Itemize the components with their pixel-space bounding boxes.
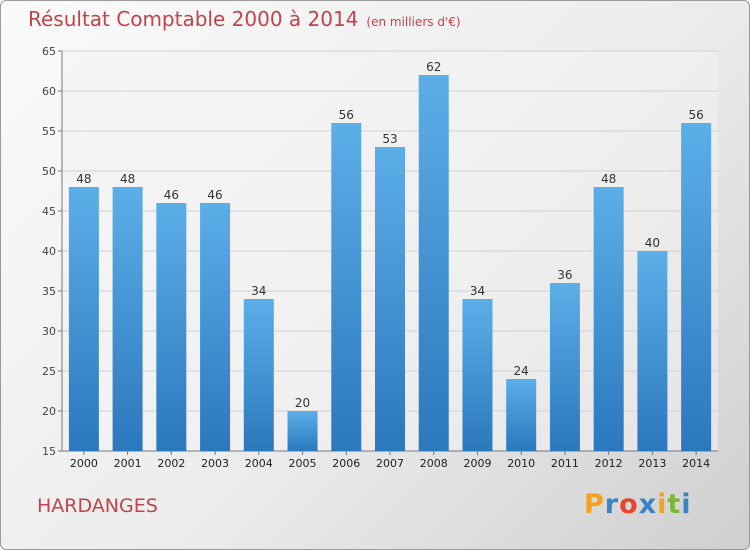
bar — [506, 379, 537, 451]
bar-value-label: 34 — [470, 284, 485, 298]
bar-value-label: 48 — [76, 172, 91, 186]
y-tick-label: 45 — [42, 205, 56, 218]
bar — [331, 123, 362, 451]
bar-value-label: 56 — [339, 108, 354, 122]
y-tick-label: 50 — [42, 165, 56, 178]
bar-value-label: 46 — [164, 188, 179, 202]
bar-value-label: 53 — [382, 132, 397, 146]
y-tick-label: 55 — [42, 125, 56, 138]
commune-name: HARDANGES — [37, 495, 158, 517]
proxiti-logo: Proxiti — [584, 489, 692, 520]
bar — [200, 203, 231, 451]
bar-value-label: 40 — [645, 236, 660, 250]
bar — [68, 187, 99, 451]
bar — [375, 147, 405, 451]
bar — [593, 187, 624, 451]
bar — [637, 251, 668, 451]
bar-value-label: 34 — [251, 284, 266, 298]
x-tick-label: 2013 — [638, 457, 666, 470]
bar-value-label: 56 — [688, 108, 703, 122]
y-tick-label: 30 — [42, 325, 56, 338]
x-tick-label: 2009 — [463, 457, 491, 470]
x-tick-label: 2014 — [682, 457, 710, 470]
bar-value-label: 20 — [295, 396, 310, 410]
x-tick-label: 2001 — [114, 457, 142, 470]
x-tick-label: 2012 — [595, 457, 623, 470]
x-tick-label: 2007 — [376, 457, 404, 470]
x-tick-label: 2011 — [551, 457, 579, 470]
y-tick-label: 20 — [42, 405, 56, 418]
x-tick-label: 2008 — [420, 457, 448, 470]
chart-title: Résultat Comptable 2000 à 2014 (en millie… — [28, 7, 461, 31]
y-tick-label: 15 — [42, 445, 56, 458]
chart-title-main: Résultat Comptable 2000 à 2014 — [28, 7, 359, 31]
logo-letter: i — [681, 489, 692, 520]
logo-letter: t — [667, 489, 682, 520]
x-tick-label: 2005 — [289, 457, 317, 470]
bar — [112, 187, 143, 451]
bar-value-label: 48 — [601, 172, 616, 186]
logo-letter: o — [619, 489, 639, 520]
logo-letter: P — [584, 489, 605, 520]
bar-value-label: 36 — [557, 268, 572, 282]
x-tick-label: 2000 — [70, 457, 98, 470]
x-tick-label: 2004 — [245, 457, 273, 470]
bar — [418, 75, 449, 451]
chart-subtitle: (en milliers d'€) — [366, 15, 461, 29]
x-tick-label: 2006 — [332, 457, 360, 470]
bar — [681, 123, 712, 451]
logo-letter: r — [604, 489, 620, 520]
y-tick-label: 25 — [42, 365, 56, 378]
y-tick-label: 35 — [42, 285, 56, 298]
bar-value-label: 46 — [207, 188, 222, 202]
y-tick-label: 65 — [42, 45, 56, 58]
logo-letter: x — [638, 489, 658, 520]
bar — [462, 299, 493, 451]
y-tick-label: 60 — [42, 85, 56, 98]
bar-value-label: 48 — [120, 172, 135, 186]
bar-value-label: 24 — [514, 364, 529, 378]
y-tick-label: 40 — [42, 245, 56, 258]
x-tick-label: 2010 — [507, 457, 535, 470]
bar — [549, 283, 580, 451]
logo-letter: i — [657, 489, 668, 520]
bar — [243, 299, 274, 451]
bar — [156, 203, 187, 451]
bar — [287, 411, 318, 451]
bar-value-label: 62 — [426, 60, 441, 74]
x-tick-label: 2002 — [157, 457, 185, 470]
x-tick-label: 2003 — [201, 457, 229, 470]
